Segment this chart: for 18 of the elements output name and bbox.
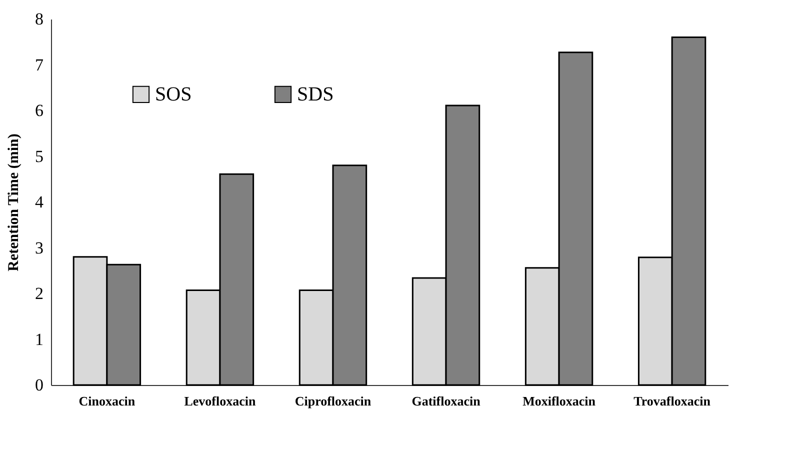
y-tick-label: 6: [35, 101, 44, 120]
x-tick-label: Trovafloxacin: [634, 394, 712, 408]
x-tick-label: Levofloxacin: [184, 394, 256, 408]
x-tick-label: Moxifloxacin: [522, 394, 596, 408]
y-axis-title: Retention Time (min): [6, 134, 22, 272]
y-tick-label: 2: [35, 284, 44, 303]
y-tick-label: 7: [35, 55, 44, 74]
legend-label: SOS: [155, 83, 192, 106]
y-tick-label: 5: [35, 146, 44, 166]
y-tick-label: 1: [35, 330, 44, 349]
y-tick-label: 3: [35, 238, 44, 258]
x-tick-label: Cinoxacin: [78, 394, 136, 408]
y-tick-label: 4: [35, 192, 44, 212]
x-tick-label: Ciprofloxacin: [294, 394, 372, 408]
y-tick-label: 8: [35, 10, 44, 28]
y-tick-label: 0: [35, 376, 44, 394]
legend-label: SDS: [297, 83, 334, 106]
x-tick-label: Gatifloxacin: [412, 394, 482, 408]
